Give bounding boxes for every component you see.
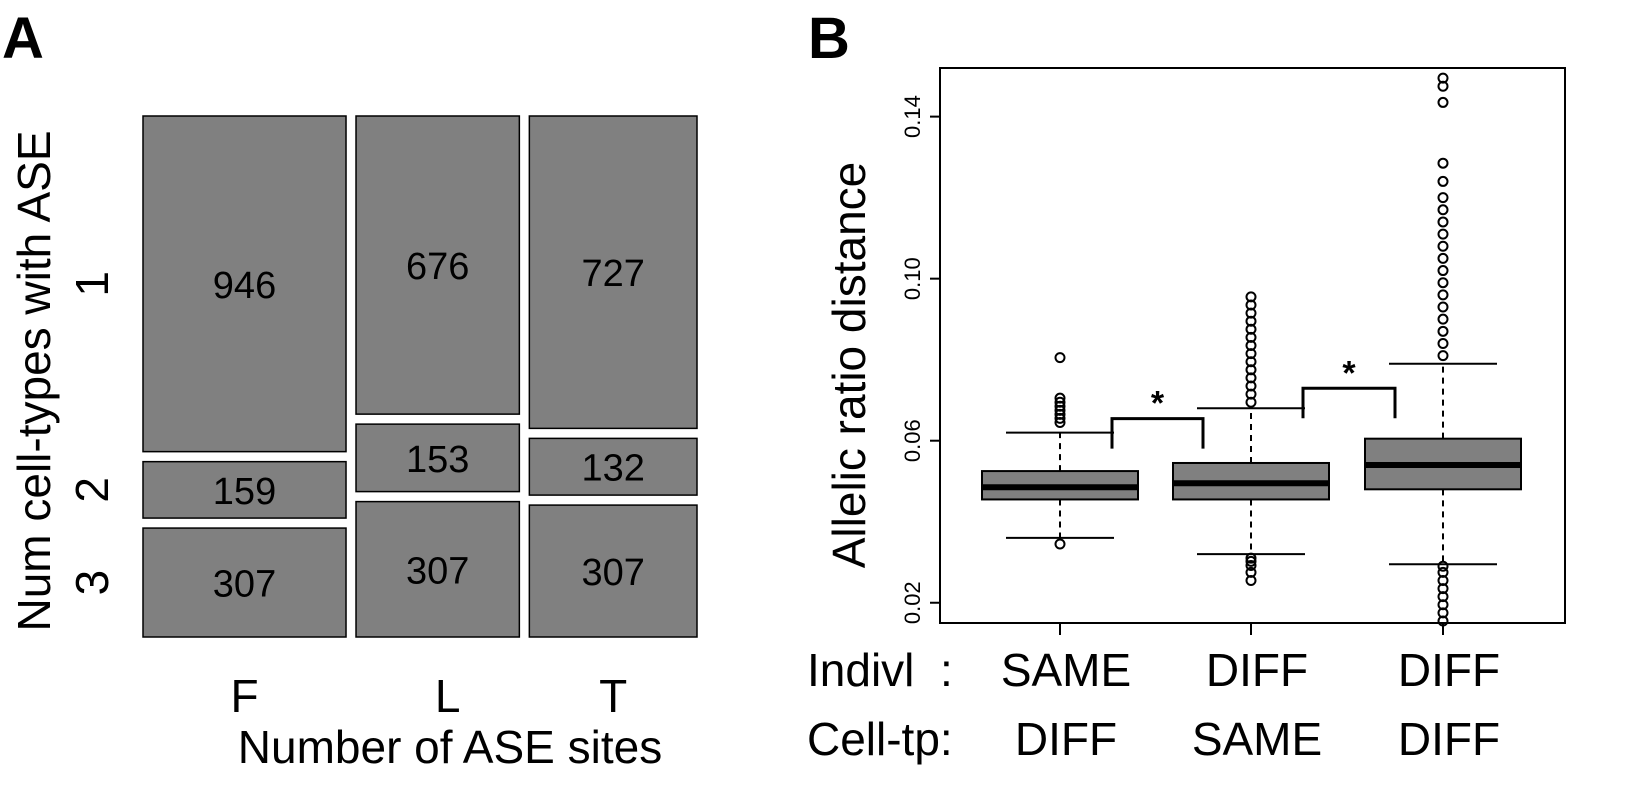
outlier-point: [1437, 301, 1449, 313]
outlier-point: [1437, 325, 1449, 337]
outlier-point: [1437, 228, 1449, 240]
celltp-label: DIFF: [1015, 713, 1117, 765]
panel-a-mosaic: A Num cell-types with ASE Number of ASE …: [2, 6, 698, 773]
outlier-point: [1437, 240, 1449, 252]
outlier-point: [1054, 352, 1066, 364]
significance-bracket: [1110, 417, 1205, 449]
significance-bracket: [1301, 386, 1397, 419]
panel-b-label: B: [808, 6, 850, 71]
outlier-point: [1437, 277, 1449, 289]
outlier-point: [1437, 72, 1449, 84]
panel-b-boxplot: B Allelic ratio distance 0.02 0.06 0.10 0.1…: [807, 6, 1566, 765]
row-label-2: 2: [66, 477, 118, 503]
mosaic-cell-T-1: [528, 115, 698, 430]
outlier-point: [1437, 192, 1449, 204]
mosaic-value-label: 159: [213, 471, 276, 513]
outlier-point: [1437, 566, 1449, 578]
mosaic-value-label: 307: [581, 552, 644, 594]
column-label-L: L: [435, 670, 461, 722]
panel-b-ylabel: Allelic ratio distance: [823, 162, 875, 569]
mosaic-value-label: 153: [406, 439, 469, 481]
y-tick-label: 0.10: [900, 257, 925, 300]
outlier-point: [1054, 538, 1066, 550]
significance-star: *: [1342, 354, 1356, 392]
celltp-label: DIFF: [1398, 713, 1500, 765]
y-tick-label: 0.06: [900, 419, 925, 462]
celltp-label: SAME: [1192, 713, 1322, 765]
outlier-point: [1437, 313, 1449, 325]
outlier-point: [1054, 396, 1066, 408]
indivl-row-label: Indivl :: [807, 644, 953, 696]
mosaic-cell-F-3: [142, 527, 347, 638]
panel-a-xlabel: Number of ASE sites: [238, 721, 662, 773]
outlier-point: [1437, 175, 1449, 187]
panel-a-label: A: [2, 6, 44, 71]
outlier-point: [1437, 289, 1449, 301]
mosaic-value-label: 307: [406, 550, 469, 592]
row-label-3: 3: [66, 570, 118, 596]
outlier-point: [1245, 291, 1257, 303]
mosaic-cell-L-1: [355, 115, 521, 415]
outlier-point: [1437, 216, 1449, 228]
outlier-point: [1245, 566, 1257, 578]
outlier-point: [1245, 552, 1257, 564]
mosaic-value-label: 946: [213, 265, 276, 307]
outlier-point: [1437, 560, 1449, 572]
y-tick-label: 0.02: [900, 581, 925, 624]
box-group-2: [1172, 291, 1330, 586]
plot-frame: [939, 67, 1566, 624]
indivl-label: DIFF: [1398, 644, 1500, 696]
mosaic-cell-L-2: [355, 423, 521, 493]
outlier-point: [1437, 96, 1449, 108]
outlier-point: [1437, 337, 1449, 349]
box-group-3: [1364, 72, 1522, 627]
outlier-point: [1437, 252, 1449, 264]
outlier-point: [1245, 559, 1257, 571]
mosaic-value-label: 132: [581, 448, 644, 490]
celltp-row-label: Cell-tp:: [807, 713, 953, 765]
outlier-point: [1437, 350, 1449, 362]
outlier-point: [1437, 204, 1449, 216]
indivl-label: DIFF: [1206, 644, 1308, 696]
mosaic-value-label: 676: [406, 246, 469, 288]
mosaic-cell-F-2: [142, 460, 347, 519]
outlier-point: [1054, 392, 1066, 404]
mosaic-cell-F-1: [142, 115, 347, 453]
panel-a-ylabel: Num cell-types with ASE: [8, 130, 60, 631]
column-label-T: T: [599, 670, 627, 722]
mosaic-value-label: 727: [581, 253, 644, 295]
outlier-point: [1437, 157, 1449, 169]
significance-star: *: [1151, 385, 1165, 423]
mosaic-cell-T-3: [528, 504, 698, 638]
mosaic-cell-L-3: [355, 500, 521, 638]
column-label-F: F: [230, 670, 258, 722]
indivl-label: SAME: [1001, 644, 1131, 696]
outlier-point: [1245, 555, 1257, 567]
outlier-point: [1437, 265, 1449, 277]
mosaic-value-label: 307: [213, 564, 276, 606]
y-tick-label: 0.14: [900, 95, 925, 138]
row-label-1: 1: [66, 271, 118, 297]
box-group-1: [981, 352, 1139, 550]
mosaic-cell-T-2: [528, 437, 698, 496]
